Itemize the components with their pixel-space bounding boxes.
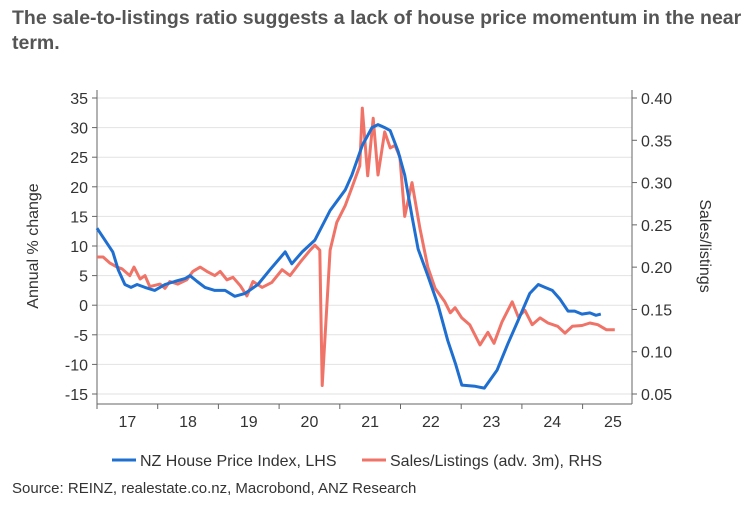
series-line-sales-listings	[97, 106, 615, 387]
x-tick-label: 23	[483, 414, 501, 431]
right-tick-label: 0.20	[641, 260, 672, 277]
x-tick-label: 19	[240, 414, 258, 431]
left-tick-label: -10	[65, 357, 88, 374]
chart-title: The sale-to-listings ratio suggests a la…	[12, 7, 742, 54]
x-tick-label: 24	[543, 414, 561, 431]
left-tick-label: -5	[74, 328, 88, 345]
series-line-house-price-index	[95, 123, 602, 390]
left-tick-label: 25	[70, 150, 88, 167]
left-tick-label: 0	[79, 298, 88, 315]
right-tick-label: 0.25	[641, 218, 672, 235]
right-tick-label: 0.05	[641, 387, 672, 404]
x-tick-label: 20	[301, 414, 319, 431]
right-tick-label: 0.30	[641, 176, 672, 193]
legend-label-hpi: NZ House Price Index, LHS	[140, 453, 337, 470]
x-tick-label: 21	[361, 414, 379, 431]
left-tick-label: 5	[79, 269, 88, 286]
source-note: Source: REINZ, realestate.co.nz, Macrobo…	[12, 480, 417, 497]
left-tick-label: 15	[70, 209, 88, 226]
x-tick-label: 17	[118, 414, 136, 431]
legend-label-sales: Sales/Listings (adv. 3m), RHS	[390, 453, 602, 470]
right-axis-label: Sales/listings	[696, 199, 713, 292]
right-tick-label: 0.10	[641, 345, 672, 362]
left-axis-label: Annual % change	[25, 183, 42, 309]
x-tick-label: 22	[422, 414, 440, 431]
left-tick-label: -15	[65, 387, 88, 404]
right-tick-label: 0.15	[641, 302, 672, 319]
left-tick-label: 20	[70, 180, 88, 197]
left-tick-label: 10	[70, 239, 88, 256]
left-tick-label: 35	[70, 91, 88, 108]
right-tick-label: 0.35	[641, 133, 672, 150]
right-tick-label: 0.40	[641, 91, 672, 108]
left-tick-label: 30	[70, 121, 88, 138]
x-tick-label: 25	[604, 414, 622, 431]
legend: NZ House Price Index, LHS Sales/Listings…	[112, 453, 602, 470]
x-tick-label: 18	[179, 414, 197, 431]
